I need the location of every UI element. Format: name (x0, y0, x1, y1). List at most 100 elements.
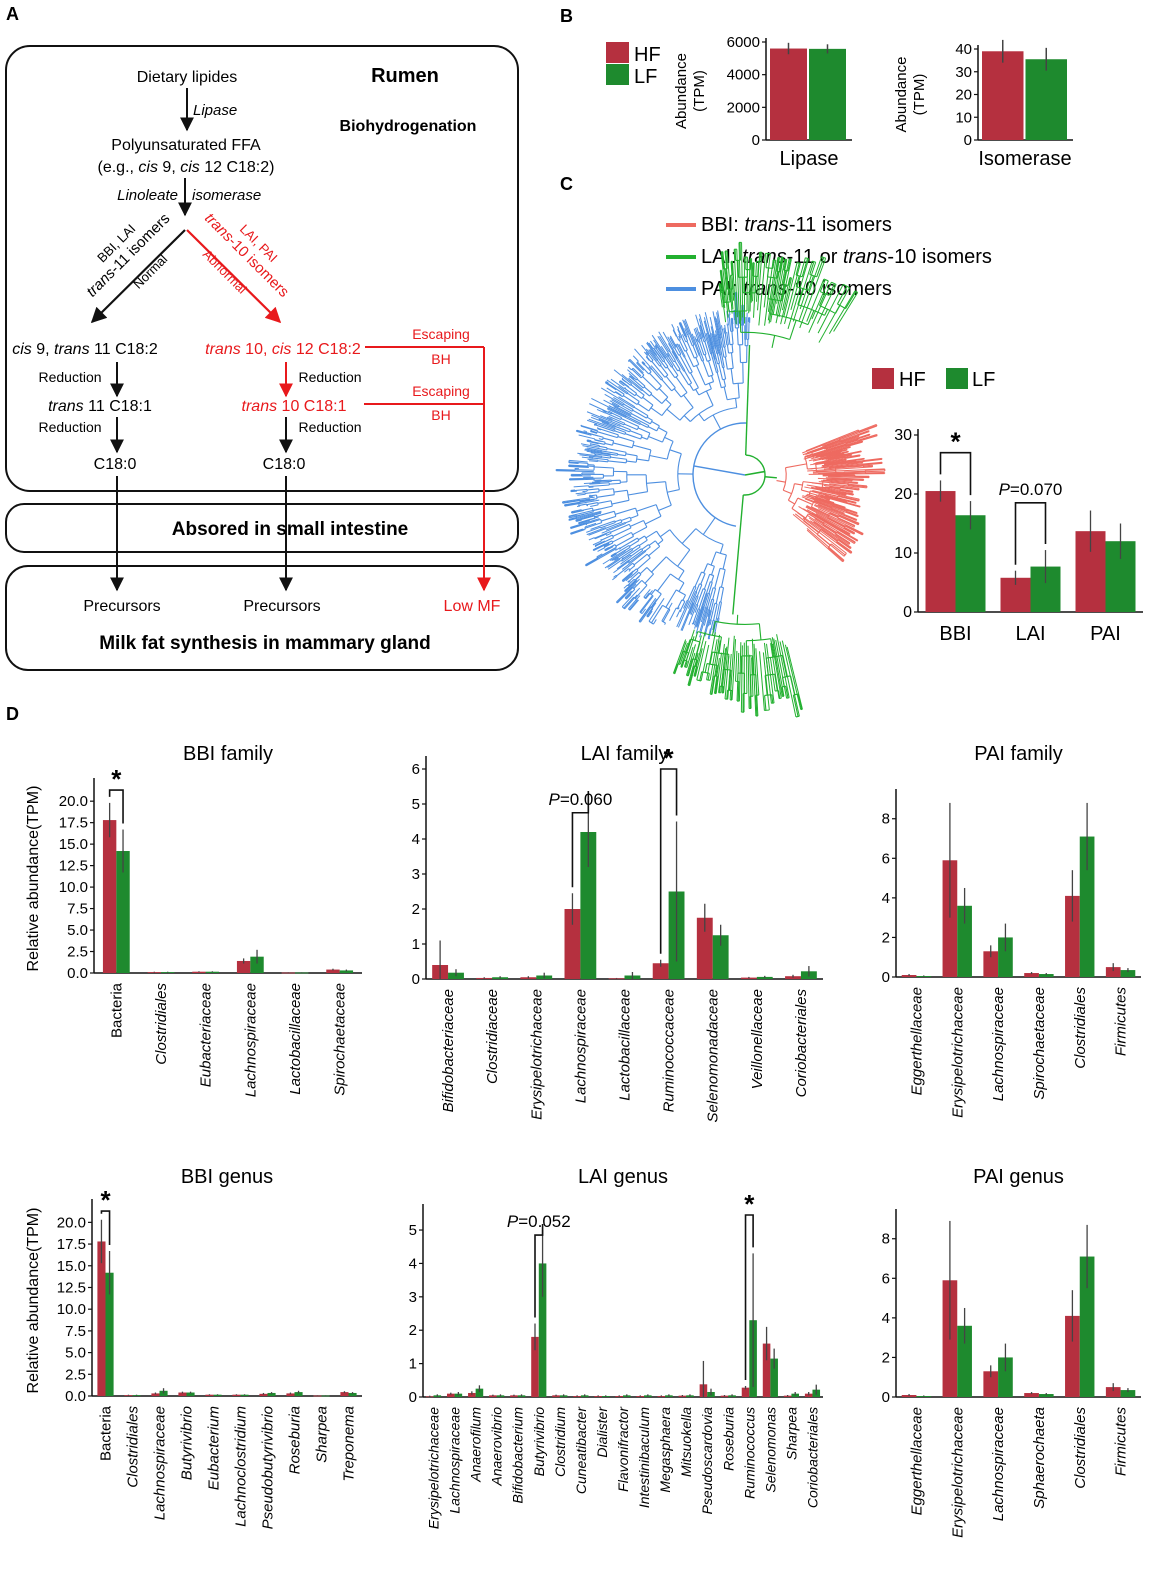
tree-branch (774, 674, 778, 691)
tree-branch (699, 341, 705, 356)
tree-branch (568, 508, 601, 517)
tree-branch (707, 628, 711, 639)
tree-branch (610, 378, 625, 389)
tree-branch (676, 599, 683, 609)
tree-branch (731, 331, 734, 345)
x-tick-label: BBI (939, 623, 971, 645)
tree-branch (694, 571, 703, 587)
tree-branch (649, 372, 662, 387)
tree-branch (723, 379, 727, 387)
bar-lf (321, 1395, 330, 1397)
tree-branch (746, 638, 771, 642)
tree-branch (569, 511, 602, 521)
tree-branch (702, 360, 710, 377)
tree-branch (624, 387, 636, 397)
tree-branch (576, 505, 581, 508)
tree-branch (628, 580, 631, 583)
tree-branch (604, 542, 614, 548)
c18-0-right: C18:0 (263, 456, 306, 473)
tree-branch (714, 359, 719, 373)
right-c18-1: trans 10 C18:1 (242, 398, 347, 415)
tree-branch (680, 336, 688, 351)
tree-branch (806, 484, 853, 493)
tree-branch (574, 469, 595, 471)
tree-branch (821, 451, 862, 461)
tree-branch (597, 431, 618, 439)
tree-branch (575, 492, 586, 495)
tree-branch (623, 568, 630, 573)
tree-branch (694, 659, 698, 667)
tree-branch (624, 590, 632, 599)
tree-branch (802, 431, 870, 456)
tree-branch (720, 270, 724, 293)
tree-branch (798, 506, 858, 542)
tree-branch (713, 658, 720, 694)
tree-branch (720, 648, 727, 693)
tree-branch (696, 640, 707, 681)
bar-hf (340, 1392, 349, 1396)
tree-branch (687, 652, 696, 677)
chart-title: BBI genus (181, 1166, 273, 1188)
tree-branch (624, 594, 638, 610)
tree-branch (597, 428, 602, 431)
tree-branch (642, 396, 654, 406)
tree-branch (586, 526, 601, 533)
tree-branch (587, 419, 616, 431)
bar-hf (1065, 1315, 1080, 1397)
tree-branch (823, 457, 865, 465)
tree-branch (748, 258, 751, 314)
tree-branch (787, 258, 810, 330)
tree-branch (706, 581, 711, 594)
tree-branch (636, 378, 646, 387)
tree-branch (583, 430, 587, 433)
tree-branch (675, 376, 688, 393)
tree-branch (613, 369, 632, 385)
bar-lf (348, 1392, 357, 1396)
tree-branch (623, 596, 635, 609)
tree-branch (730, 352, 734, 369)
bar-hf (447, 1393, 455, 1397)
tree-branch (610, 550, 626, 562)
y-axis-label-unit: (TPM) (691, 70, 708, 112)
tree-branch (608, 405, 631, 417)
tree-branch (710, 353, 718, 373)
tree-branch (647, 354, 654, 361)
tree-branch (770, 257, 782, 323)
tree-branch (826, 478, 853, 482)
tree-branch (829, 512, 839, 518)
y-tick-label: 2 (882, 1349, 890, 1366)
tree-branch (651, 334, 674, 367)
x-tick-label: Cuneatibacter (573, 1406, 589, 1495)
tree-branch (610, 453, 618, 456)
tree-branch (614, 430, 626, 435)
tree-branch (785, 686, 789, 699)
tree-branch (814, 504, 859, 526)
tree-branch (604, 557, 620, 569)
tree-branch (648, 540, 656, 546)
tree-branch (779, 257, 783, 273)
tree-branch (597, 427, 619, 436)
tree-branch (752, 262, 755, 302)
tree-branch (711, 575, 715, 583)
tree-branch (597, 547, 606, 552)
tree-branch (573, 485, 589, 488)
tree-branch (704, 341, 712, 361)
x-tick-label: Lachnoclostridium (233, 1406, 250, 1527)
bar-hf (925, 491, 956, 612)
x-tick-label: Lachnospiraceae (152, 1406, 169, 1520)
tree-branch (802, 423, 877, 454)
tree-branch (713, 349, 719, 364)
x-tick-label: Roseburia (287, 1406, 304, 1474)
bar-hf (770, 48, 807, 140)
legend-lf-c: LF (972, 369, 995, 391)
tree-branch (755, 695, 758, 716)
legend-fragment: : (732, 278, 743, 300)
bar-lf (105, 1272, 114, 1396)
tree-branch (751, 657, 754, 697)
tree-branch (636, 557, 651, 570)
tree-branch (641, 608, 647, 614)
tree-branch (812, 491, 857, 503)
tree-branch (776, 480, 786, 483)
tree-branch (647, 610, 653, 618)
tree-branch (615, 535, 634, 547)
